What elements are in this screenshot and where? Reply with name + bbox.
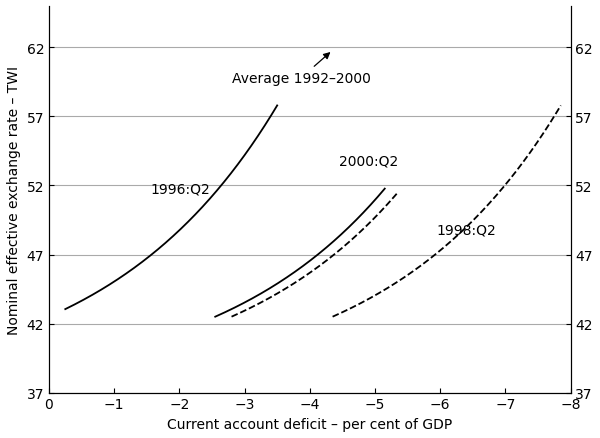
- Text: 1996:Q2: 1996:Q2: [150, 182, 210, 196]
- Text: 1998:Q2: 1998:Q2: [437, 223, 497, 237]
- Text: Average 1992–2000: Average 1992–2000: [232, 54, 370, 86]
- X-axis label: Current account deficit – per cent of GDP: Current account deficit – per cent of GD…: [167, 417, 452, 431]
- Y-axis label: Nominal effective exchange rate – TWI: Nominal effective exchange rate – TWI: [7, 66, 21, 334]
- Text: 2000:Q2: 2000:Q2: [339, 155, 398, 168]
